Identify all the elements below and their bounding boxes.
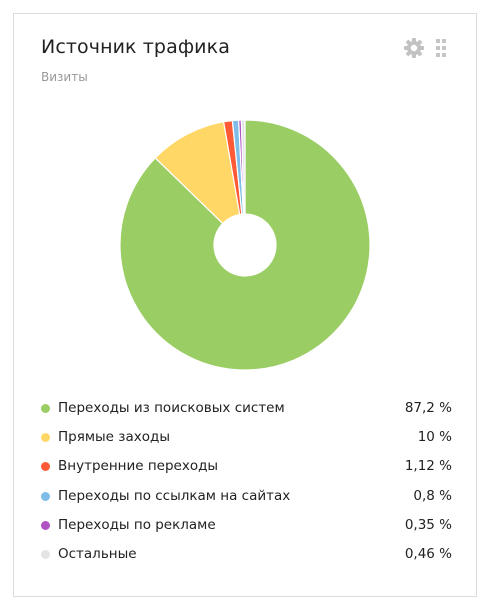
gear-icon[interactable]: [403, 37, 425, 59]
widget-subtitle: Визиты: [41, 70, 88, 84]
legend-value: 87,2 %: [404, 400, 452, 416]
legend-label: Переходы из поисковых систем: [58, 400, 285, 416]
legend-color-dot: [41, 549, 50, 559]
legend-color-dot: [41, 491, 50, 501]
legend-value: 0,8 %: [413, 487, 452, 504]
traffic-source-widget: Источник трафика Визиты Переходы из поис…: [13, 13, 477, 597]
chart-legend: Переходы из поисковых систем 87,2 % Прямые…: [41, 392, 452, 567]
pie-slice-1[interactable]: [119, 119, 371, 371]
legend-value: 10 %: [417, 429, 452, 446]
legend-label: Переходы по рекламе: [58, 516, 216, 533]
gear-icon-hole: [410, 44, 418, 52]
legend-value: 1,12 %: [404, 458, 452, 475]
pie-slice-6[interactable]: [240, 119, 246, 215]
legend-label: Переходы по ссылкам на сайтах: [58, 487, 291, 504]
pie-slice-4[interactable]: [231, 119, 245, 215]
legend-label: Остальные: [58, 545, 137, 562]
legend-item[interactable]: Остальные 0,46 %: [41, 538, 452, 567]
legend-color-dot: [41, 404, 50, 413]
widget-title: Источник трафика: [41, 36, 230, 58]
pie-slice-2[interactable]: [154, 121, 241, 225]
legend-value: 0,35 %: [404, 516, 452, 533]
legend-value: 0,46 %: [404, 545, 452, 562]
legend-item[interactable]: Переходы по ссылкам на сайтах 0,8 %: [41, 480, 452, 509]
pie-slice-5[interactable]: [238, 119, 245, 215]
drag-handle-icon[interactable]: [436, 39, 446, 57]
legend-label: Внутренние переходы: [58, 458, 219, 475]
legend-label: Прямые заходы: [58, 429, 170, 446]
legend-color-dot: [41, 462, 50, 472]
legend-color-dot: [41, 433, 50, 443]
legend-color-dot: [41, 520, 50, 530]
legend-item[interactable]: Переходы из поисковых систем 87,2 %: [41, 392, 452, 421]
pie-slice-3[interactable]: [222, 119, 243, 216]
legend-item[interactable]: Внутренние переходы 1,12 %: [41, 450, 452, 479]
legend-item[interactable]: Прямые заходы 10 %: [41, 421, 452, 450]
legend-item[interactable]: Переходы по рекламе 0,35 %: [41, 509, 452, 538]
